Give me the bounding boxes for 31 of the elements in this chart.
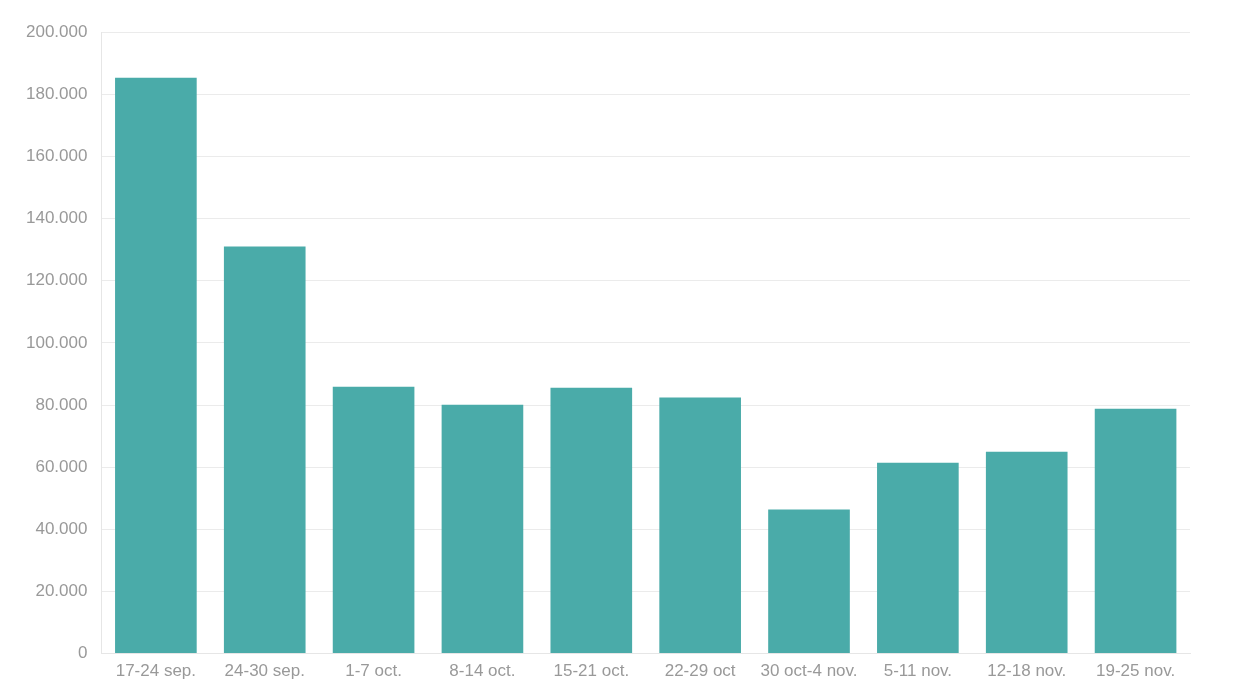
- y-tick-label: 100.000: [26, 332, 88, 352]
- x-tick-label: 12-18 nov.: [987, 661, 1067, 681]
- x-tick-label: 15-21 oct.: [553, 661, 630, 681]
- x-tick-label: 30 oct-4 nov.: [760, 661, 858, 681]
- x-tick-label: 5-11 nov.: [883, 661, 953, 681]
- x-tick-label: 24-30 sep.: [224, 661, 305, 681]
- bar: [223, 246, 306, 654]
- bar: [985, 451, 1068, 654]
- x-tick-label: 22-29 oct: [664, 661, 736, 681]
- bar: [768, 509, 850, 654]
- y-tick-label: 180.000: [26, 84, 88, 104]
- y-tick-label: 120.000: [26, 270, 88, 290]
- bar: [332, 386, 415, 654]
- y-tick-label: 80.000: [35, 394, 88, 414]
- x-tick-label: 19-25 nov.: [1096, 661, 1176, 681]
- bar: [115, 77, 197, 654]
- bar: [1094, 408, 1177, 654]
- bar: [441, 404, 524, 654]
- y-tick-label: 200.000: [26, 21, 88, 41]
- x-tick-label: 8-14 oct.: [449, 661, 516, 681]
- bar: [877, 462, 959, 654]
- y-tick-label: 140.000: [26, 208, 88, 228]
- y-tick-label: 160.000: [26, 146, 88, 166]
- x-tick-label: 17-24 sep.: [115, 661, 197, 681]
- y-tick-label: 40.000: [35, 519, 88, 539]
- y-tick-label: 0: [77, 643, 88, 663]
- y-tick-label: 60.000: [35, 456, 88, 476]
- y-tick-label: 20.000: [35, 581, 88, 601]
- x-tick-label: 1-7 oct.: [345, 661, 402, 681]
- bar: [550, 387, 633, 654]
- bar: [659, 397, 741, 654]
